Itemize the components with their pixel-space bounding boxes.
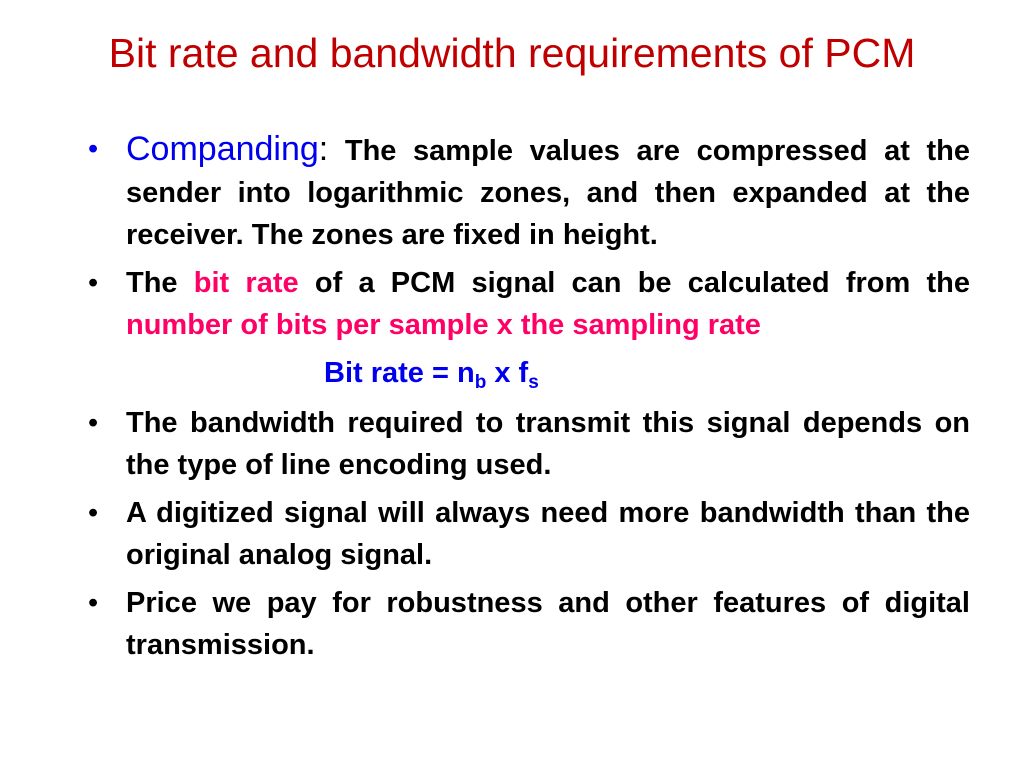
bullet-icon: • <box>88 267 99 299</box>
bullet-icon: • <box>88 497 99 529</box>
bullet-price: • Price we pay for robustness and other … <box>88 582 970 666</box>
eq-sub-s: s <box>528 372 539 393</box>
slide-title: Bit rate and bandwidth requirements of P… <box>108 30 916 76</box>
text: Price we pay for robustness and other fe… <box>126 587 970 661</box>
bullet-icon: • <box>88 407 99 439</box>
bullet-bandwidth: • The bandwidth required to transmit thi… <box>88 402 970 486</box>
colon: : <box>318 130 329 168</box>
eq-lhs: Bit rate = n <box>324 357 475 389</box>
bullet-companding: • Companding: The sample values are comp… <box>88 128 970 256</box>
eq-mid: x f <box>486 357 529 389</box>
text: The bandwidth required to transmit this … <box>126 407 970 481</box>
bullet-icon: • <box>88 587 99 619</box>
slide-body: • Companding: The sample values are comp… <box>88 128 970 672</box>
bullet-bit-rate: • The bit rate of a PCM signal can be ca… <box>88 262 970 346</box>
text: A digitized signal will always need more… <box>126 497 970 571</box>
companding-term: Companding <box>126 130 319 168</box>
highlight-formula-text: number of bits per sample x the sampling… <box>126 309 761 341</box>
companding-text: The sample values are compressed at the … <box>126 135 970 251</box>
bit-rate-equation: Bit rate = nb x fs <box>126 352 970 394</box>
text: The <box>126 267 194 299</box>
highlight-bit-rate: bit rate <box>193 267 299 299</box>
text: of a PCM signal can be calculated from t… <box>298 267 970 299</box>
eq-sub-b: b <box>474 372 487 393</box>
bullet-icon: • <box>88 133 99 165</box>
bullet-digitized: • A digitized signal will always need mo… <box>88 492 970 576</box>
